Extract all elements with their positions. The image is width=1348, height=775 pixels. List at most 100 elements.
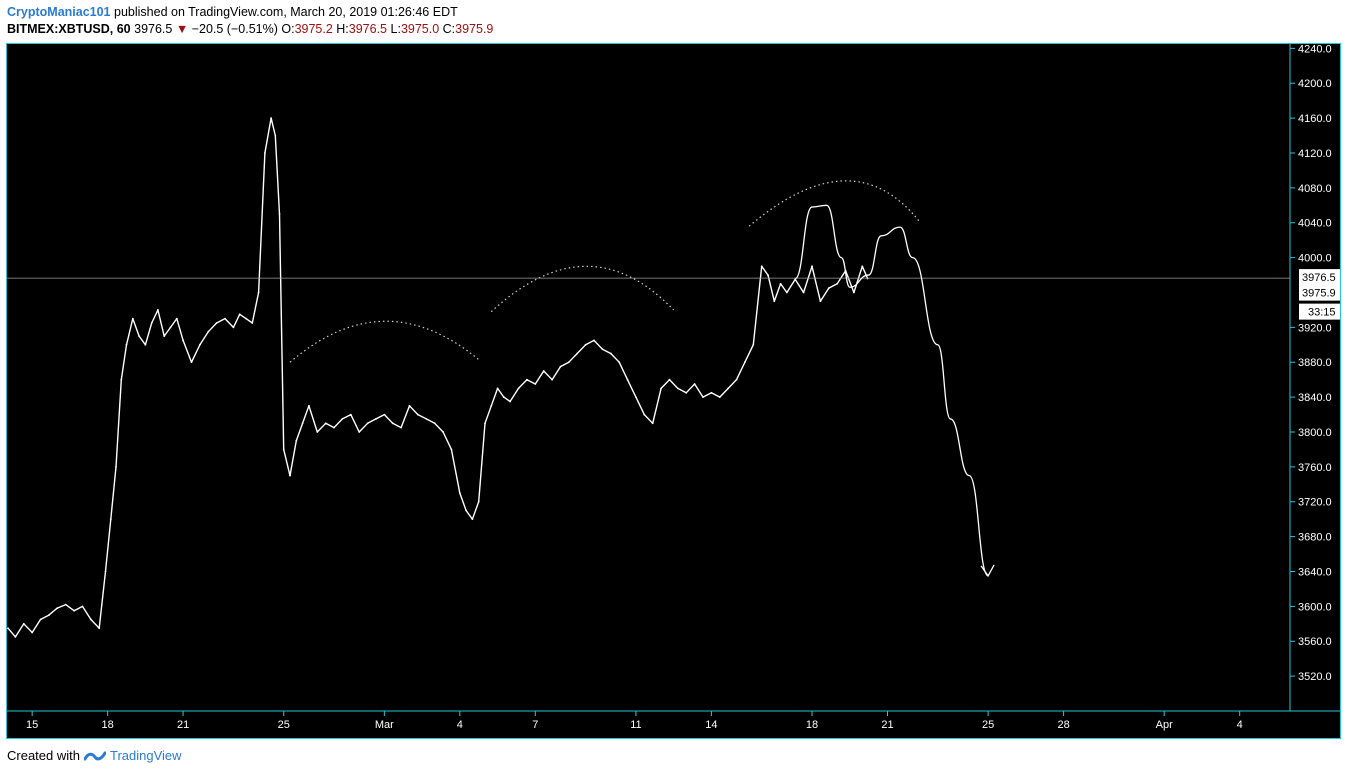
price-point (7, 627, 9, 630)
price-point (375, 418, 377, 420)
y-tick-label: 4160.0 (1298, 113, 1332, 125)
y-tick-label: 4080.0 (1298, 183, 1332, 195)
x-tick-label: 21 (881, 719, 893, 731)
price-point (702, 396, 704, 398)
x-tick-label: Apr (1156, 719, 1173, 731)
price-point (278, 213, 281, 215)
price-point (779, 282, 782, 285)
price-point (744, 361, 746, 364)
x-tick-label: 7 (532, 719, 538, 731)
y-tick-label: 3760.0 (1298, 462, 1332, 474)
x-tick-label: 15 (26, 719, 38, 731)
y-tick-label: 4200.0 (1298, 78, 1332, 90)
low-label: L: (390, 22, 401, 36)
y-tick-label: 3680.0 (1298, 532, 1332, 544)
price-point (81, 605, 84, 608)
price-point (308, 404, 310, 407)
price-point (251, 322, 254, 324)
chart-frame[interactable]: 4240.0 4200.0 4160.0 4120.0 4080.0 4040.0 4000… (6, 43, 1341, 739)
price-point (109, 518, 112, 521)
price-point (760, 265, 763, 268)
price-point (465, 509, 467, 512)
price-point (408, 404, 411, 407)
y-tick-label: 4040.0 (1298, 218, 1332, 230)
publish-line: CryptoManiac101 published on TradingView… (7, 4, 1327, 21)
price-chart[interactable]: 4240.0 4200.0 4160.0 4120.0 4080.0 4040.0 4000… (7, 44, 1340, 738)
x-tick-label: 18 (806, 719, 818, 731)
price-point (282, 448, 285, 451)
price-point (64, 603, 67, 606)
high-label: H: (336, 22, 349, 36)
price-point (163, 335, 166, 337)
x-tick-label: 18 (102, 719, 114, 731)
price-point (289, 474, 291, 477)
y-tick-label: 3920.0 (1298, 322, 1332, 334)
price-marker-label: 3975.9 (1302, 288, 1336, 300)
tradingview-brand-link[interactable]: TradingView (109, 748, 182, 763)
author-link[interactable]: CryptoManiac101 (7, 5, 111, 19)
open-label: O: (281, 22, 295, 36)
y-tick-label: 3720.0 (1298, 497, 1332, 509)
price-point (593, 339, 595, 342)
price-point (626, 378, 629, 381)
price-point (190, 361, 193, 364)
price-point (786, 291, 788, 294)
price-point (551, 378, 553, 381)
footer: Created with TradingView (7, 748, 182, 763)
published-text: published on TradingView.com, March 20, … (114, 5, 458, 19)
price-point (391, 422, 394, 425)
price-point (601, 348, 604, 351)
price-point (509, 400, 511, 403)
price-point (559, 365, 562, 368)
price-point (270, 117, 272, 119)
price-marker-box (1299, 269, 1340, 286)
price-marker-label: 3976.5 (1302, 272, 1336, 284)
price-point (144, 343, 147, 346)
price-point (836, 282, 839, 285)
open-value: 3975.2 (294, 22, 333, 36)
price-point (295, 439, 298, 442)
price-point (125, 343, 128, 346)
price-point (90, 618, 92, 621)
price-point (458, 492, 461, 494)
tradingview-logo-icon (83, 751, 106, 760)
y-tick-label: 3840.0 (1298, 392, 1332, 404)
price-point (773, 300, 776, 303)
price-point (274, 134, 277, 137)
price-point (618, 361, 621, 364)
price-point (685, 391, 688, 394)
price-point (358, 431, 361, 433)
x-tick-label: 25 (982, 719, 994, 731)
price-point (383, 413, 386, 416)
price-point (182, 339, 185, 342)
price-point (827, 287, 830, 289)
price-point (635, 396, 637, 398)
y-tick-label: 4000.0 (1298, 253, 1332, 265)
price-point (175, 317, 178, 320)
price-marker-box (1299, 284, 1340, 301)
price-point (853, 291, 855, 294)
price-point (534, 383, 537, 385)
countdown-label: 33:15 (1308, 307, 1336, 319)
price-point (471, 518, 474, 521)
price-point (526, 378, 528, 381)
price-point (157, 309, 159, 311)
projection-arrow-head (980, 564, 995, 578)
price-point (517, 387, 520, 390)
price-point (502, 396, 505, 398)
price-point (542, 370, 545, 372)
price-point (215, 322, 218, 324)
price-point (490, 404, 493, 407)
countdown-box (1299, 303, 1340, 320)
price-point (861, 265, 864, 268)
price-point (477, 500, 480, 503)
symbol-label: BITMEX:XBTUSD, 60 (7, 22, 131, 36)
price-point (264, 152, 266, 154)
price-point (56, 607, 59, 609)
y-tick-label: 4240.0 (1298, 44, 1332, 55)
price-series-line (7, 117, 869, 638)
x-tick-label: 11 (630, 719, 641, 731)
y-tick-label: 3520.0 (1298, 671, 1332, 683)
y-tick-label: 3640.0 (1298, 566, 1332, 578)
price-point (676, 387, 679, 390)
